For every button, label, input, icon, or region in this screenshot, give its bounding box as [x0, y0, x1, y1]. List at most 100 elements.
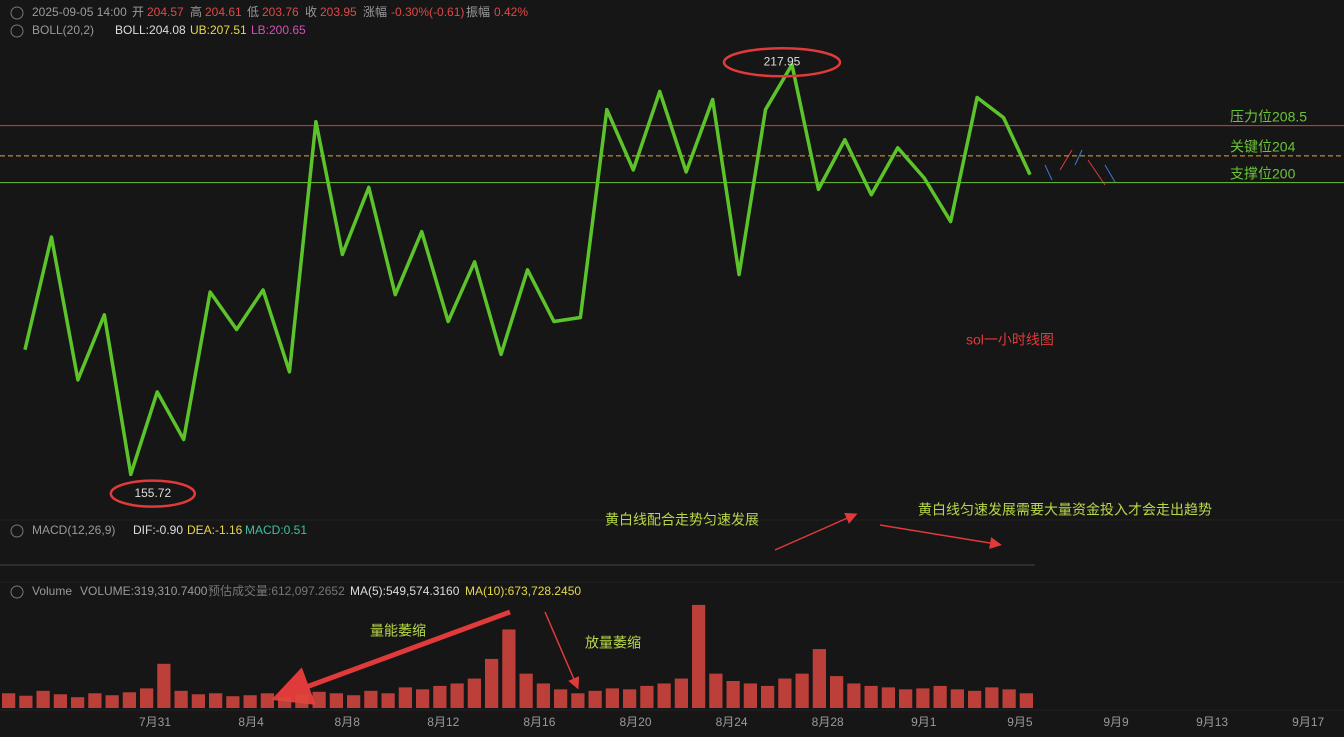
- x-tick-label: 7月31: [139, 715, 171, 729]
- indicator-value: MACD:0.51: [245, 523, 307, 537]
- volume-bar: [709, 673, 723, 708]
- volume-bar: [329, 693, 343, 708]
- volume-bar: [226, 696, 240, 708]
- volume-bar: [899, 689, 913, 708]
- indicator-value: MA(10):673,728.2450: [465, 584, 581, 598]
- indicator-name: MACD(12,26,9): [32, 523, 115, 537]
- volume-bar: [157, 663, 171, 708]
- volume-bar: [519, 673, 533, 708]
- volume-bar: [623, 689, 637, 708]
- x-tick-label: 9月17: [1292, 715, 1324, 729]
- x-tick-label: 8月12: [427, 715, 459, 729]
- level-label: 压力位208.5: [1230, 108, 1307, 124]
- volume-bar: [933, 685, 947, 708]
- x-tick-label: 8月28: [812, 715, 844, 729]
- volume-bar: [71, 697, 85, 708]
- indicator-value: 预估成交量:612,097.2652: [208, 583, 345, 598]
- volume-bar: [19, 695, 33, 708]
- x-tick-label: 8月20: [619, 715, 651, 729]
- label: 振幅: [466, 4, 490, 19]
- volume-bar: [812, 649, 826, 708]
- grid: [0, 519, 1344, 711]
- volume-bar: [467, 678, 481, 708]
- low-marker: [109, 479, 197, 508]
- x-tick-label: 8月4: [238, 715, 264, 729]
- indicator-name: BOLL(20,2): [32, 23, 94, 37]
- value: 204.57: [147, 5, 184, 19]
- volume-bar: [968, 690, 982, 708]
- x-tick-label: 9月1: [911, 715, 937, 729]
- volume-bar: [985, 687, 999, 708]
- collapse-icon[interactable]: [10, 585, 24, 599]
- indicator-value: LB:200.65: [251, 23, 306, 37]
- volume-bar: [554, 689, 568, 708]
- indicator-value: UB:207.51: [190, 23, 247, 37]
- volume-bar: [36, 690, 50, 708]
- volume-bar: [140, 688, 154, 708]
- volume-bar: [864, 685, 878, 708]
- x-tick-label: 9月5: [1007, 715, 1033, 729]
- volume-bar: [847, 683, 861, 708]
- volume-bar: [278, 697, 292, 708]
- volume-bar: [433, 685, 447, 708]
- annotation: 黄白线配合走势匀速发展: [605, 512, 759, 528]
- volume-bar: [191, 694, 205, 708]
- annotation: sol一小时线图: [966, 332, 1054, 348]
- value: 203.95: [320, 5, 357, 19]
- volume-bar: [571, 693, 585, 708]
- x-tick-label: 8月8: [335, 715, 361, 729]
- price-line: [23, 62, 1032, 477]
- volume-bar: [536, 683, 550, 708]
- volume-bar: [830, 676, 844, 708]
- datetime: 2025-09-05 14:00: [32, 5, 127, 19]
- volume-bar: [295, 694, 309, 708]
- value: 0.42%: [494, 5, 528, 19]
- volume-bar: [243, 695, 257, 708]
- annotation: 量能萎缩: [370, 623, 426, 639]
- volume-bar: [1019, 693, 1033, 708]
- collapse-icon[interactable]: [10, 6, 24, 20]
- arrows: [271, 149, 1116, 705]
- volume-bar: [53, 694, 67, 708]
- volume-bar: [502, 629, 516, 708]
- volume-bar: [122, 692, 136, 708]
- annotation: 放量萎缩: [585, 635, 641, 651]
- label: 低: [247, 5, 259, 19]
- volume-bar: [260, 693, 274, 708]
- label: 收: [305, 5, 317, 19]
- level-label: 支撑位200: [1230, 165, 1296, 181]
- label: 开: [132, 5, 144, 19]
- volume-bar: [88, 693, 102, 708]
- volume-bar: [674, 678, 688, 708]
- volume-bar: [1002, 689, 1016, 708]
- volume-bar: [916, 688, 930, 708]
- volume-bar: [416, 689, 430, 708]
- volume-bar: [312, 691, 326, 708]
- volume-bar: [881, 687, 895, 708]
- collapse-icon[interactable]: [10, 524, 24, 538]
- volume-bar: [347, 695, 361, 708]
- high-label: 217.95: [764, 54, 801, 68]
- indicator-value: BOLL:204.08: [115, 23, 186, 37]
- high-marker: [722, 47, 842, 78]
- x-tick-label: 8月24: [716, 715, 748, 729]
- volume-bar: [726, 681, 740, 708]
- label: 涨幅: [363, 4, 387, 19]
- indicator-value: MA(5):549,574.3160: [350, 584, 460, 598]
- volume-bar: [778, 678, 792, 708]
- volume-bar: [795, 673, 809, 708]
- volume-bar: [692, 604, 706, 708]
- collapse-icon[interactable]: [10, 24, 24, 38]
- label: 高: [190, 4, 202, 19]
- indicator-value: VOLUME:319,310.7400: [80, 584, 208, 598]
- indicator-value: DEA:-1.16: [187, 523, 243, 537]
- volume-bar: [588, 690, 602, 708]
- volume-bar: [485, 658, 499, 708]
- volume-bar: [640, 685, 654, 708]
- value: 203.76: [262, 5, 299, 19]
- low-label: 155.72: [134, 486, 171, 500]
- volume-bar: [364, 690, 378, 708]
- value: -0.30%(-0.61): [391, 5, 464, 19]
